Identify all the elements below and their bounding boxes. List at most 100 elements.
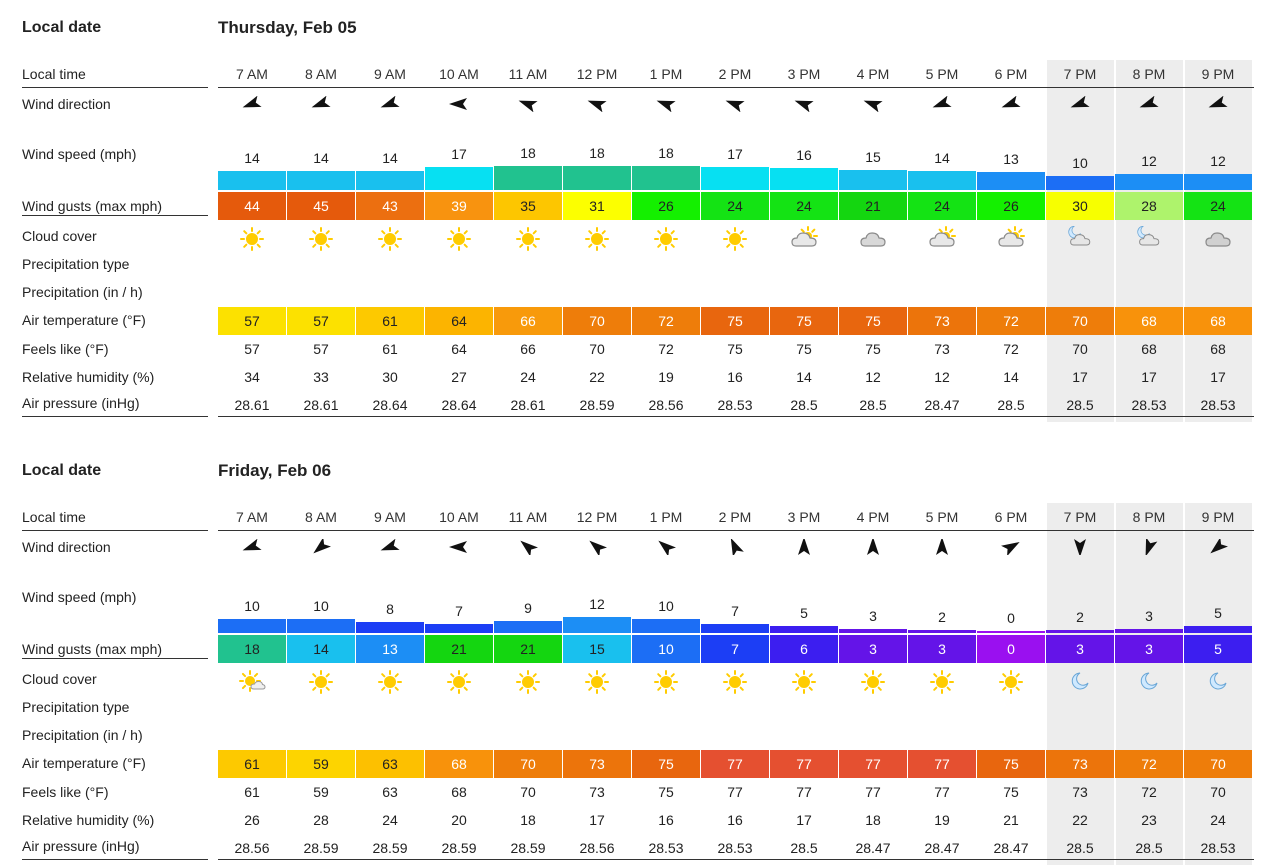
wind-speed-bar xyxy=(356,622,424,633)
pressure-value: 28.5 xyxy=(790,397,818,413)
wind-gust-value: 35 xyxy=(494,192,562,220)
humidity-value: 26 xyxy=(244,812,260,828)
arrow-west-northwest-icon xyxy=(770,96,838,112)
wind-speed-label: Wind speed (mph) xyxy=(22,589,137,605)
sun-icon xyxy=(425,226,493,252)
wind-speed-value: 2 xyxy=(1076,609,1084,625)
hour-label: 3 PM xyxy=(787,66,821,82)
pressure-value: 28.64 xyxy=(372,397,408,413)
hour-column: 8 AM 14 45 57 57 33 28.61 xyxy=(287,0,355,425)
wind-speed-value: 10 xyxy=(313,598,329,614)
wind-speed-value: 12 xyxy=(1141,153,1157,169)
feels-like-value: 77 xyxy=(934,784,950,800)
arrow-south-icon xyxy=(1046,539,1114,555)
wind-speed-bar xyxy=(1115,174,1183,190)
cloud-cover-label: Cloud cover xyxy=(22,671,97,687)
feels-like-value: 75 xyxy=(865,341,881,357)
moon-icon xyxy=(1184,669,1252,695)
air-temp-value: 68 xyxy=(1184,307,1252,335)
feels-like-value: 70 xyxy=(520,784,536,800)
sun-icon xyxy=(908,669,976,695)
feels-like-value: 63 xyxy=(382,784,398,800)
wind-gust-value: 3 xyxy=(1046,635,1114,663)
arrow-west-northwest-icon xyxy=(494,96,562,112)
pressure-value: 28.5 xyxy=(859,397,887,413)
divider-line xyxy=(218,416,1254,417)
hour-label: 4 PM xyxy=(856,66,890,82)
moon-cloud-icon xyxy=(1115,226,1183,252)
cloud-night-icon xyxy=(1184,226,1252,252)
hour-column: 4 PM 15 21 75 75 12 28.5 xyxy=(839,0,907,425)
hour-label: 6 PM xyxy=(994,66,1028,82)
wind-speed-value: 3 xyxy=(869,608,877,624)
wind-speed-bar xyxy=(908,171,976,190)
pressure-label: Air pressure (inHg) xyxy=(22,838,140,854)
wind-speed-bar xyxy=(1115,629,1183,633)
hour-label: 10 AM xyxy=(439,66,479,82)
feels-like-value: 75 xyxy=(796,341,812,357)
arrow-west-icon xyxy=(425,539,493,555)
hour-column: 7 PM 2 3 73 73 22 28.5 xyxy=(1046,443,1114,868)
arrow-west-southwest-icon xyxy=(908,96,976,112)
wind-speed-bar xyxy=(1184,174,1252,190)
air-temp-value: 72 xyxy=(1115,750,1183,778)
feels-like-value: 73 xyxy=(934,341,950,357)
arrow-north-icon xyxy=(908,539,976,555)
wind-speed-value: 10 xyxy=(1072,155,1088,171)
sun-icon xyxy=(494,226,562,252)
sun-icon xyxy=(218,226,286,252)
wind-gust-value: 24 xyxy=(701,192,769,220)
hour-column: 7 AM 10 18 61 61 26 28.56 xyxy=(218,443,286,868)
humidity-value: 17 xyxy=(1210,369,1226,385)
wind-gust-value: 26 xyxy=(632,192,700,220)
air-temp-value: 66 xyxy=(494,307,562,335)
hour-label: 8 PM xyxy=(1132,509,1166,525)
air-temp-value: 68 xyxy=(425,750,493,778)
hour-label: 2 PM xyxy=(718,509,752,525)
divider-line xyxy=(22,530,208,531)
pressure-value: 28.5 xyxy=(1135,840,1163,856)
hour-column: 1 PM 18 26 72 72 19 28.56 xyxy=(632,0,700,425)
precip-label: Precipitation (in / h) xyxy=(22,284,143,300)
arrow-west-northwest-icon xyxy=(563,96,631,112)
wind-speed-value: 17 xyxy=(451,146,467,162)
sun-icon xyxy=(701,226,769,252)
humidity-value: 12 xyxy=(934,369,950,385)
arrow-northwest-icon xyxy=(632,539,700,555)
feels-like-value: 61 xyxy=(382,341,398,357)
air-temp-value: 72 xyxy=(977,307,1045,335)
cloud-cover-label: Cloud cover xyxy=(22,228,97,244)
arrow-north-icon xyxy=(770,539,838,555)
feels-like-value: 68 xyxy=(451,784,467,800)
wind-speed-bar xyxy=(356,171,424,190)
humidity-value: 16 xyxy=(658,812,674,828)
local-time-label: Local time xyxy=(22,66,86,82)
humidity-value: 23 xyxy=(1141,812,1157,828)
hour-label: 9 AM xyxy=(374,66,406,82)
arrow-northwest-icon xyxy=(563,539,631,555)
hour-label: 10 AM xyxy=(439,509,479,525)
sun-cloud-icon xyxy=(770,226,838,252)
humidity-value: 17 xyxy=(1072,369,1088,385)
sun-icon xyxy=(287,226,355,252)
hour-column: 2 PM 17 24 75 75 16 28.53 xyxy=(701,0,769,425)
air-temp-label: Air temperature (°F) xyxy=(22,312,146,328)
air-temp-value: 73 xyxy=(1046,750,1114,778)
wind-gust-value: 21 xyxy=(494,635,562,663)
divider-line xyxy=(22,658,208,659)
feels-like-value: 72 xyxy=(1141,784,1157,800)
hour-column: 1 PM 10 10 75 75 16 28.53 xyxy=(632,443,700,868)
wind-speed-bar xyxy=(839,629,907,633)
arrow-west-icon xyxy=(425,96,493,112)
divider-line xyxy=(22,859,208,860)
local-date-label: Local date xyxy=(22,19,102,36)
wind-speed-value: 8 xyxy=(386,601,394,617)
humidity-value: 24 xyxy=(382,812,398,828)
pressure-value: 28.47 xyxy=(855,840,891,856)
sun-icon xyxy=(425,669,493,695)
wind-speed-bar xyxy=(632,166,700,190)
hour-column: 8 PM 3 3 72 72 23 28.5 xyxy=(1115,443,1183,868)
wind-gust-value: 15 xyxy=(563,635,631,663)
hour-column: 8 AM 10 14 59 59 28 28.59 xyxy=(287,443,355,868)
wind-gust-value: 10 xyxy=(632,635,700,663)
